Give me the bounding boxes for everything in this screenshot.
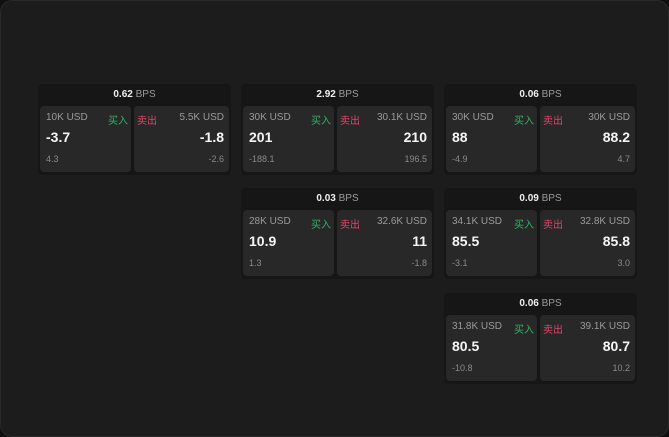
sell-panel[interactable]: 卖出 32.8K USD 85.8 3.0: [540, 210, 635, 276]
sell-change: 10.2: [612, 363, 630, 373]
quote-card: 0.03 BPS 28K USD 买入 10.9 1.3 卖出 32.6K US…: [241, 188, 434, 279]
sell-change: 196.5: [404, 154, 427, 164]
sell-change: 3.0: [617, 258, 630, 268]
spread-value: 0.03: [316, 193, 336, 204]
spread-unit: BPS: [541, 89, 562, 100]
quote-card: 0.06 BPS 30K USD 买入 88 -4.9 卖出 30K USD 8…: [444, 84, 637, 175]
buy-size: 34.1K USD: [452, 216, 503, 227]
buy-panel[interactable]: 31.8K USD 买入 80.5 -10.8: [446, 315, 537, 381]
buy-label: 买入: [514, 325, 534, 336]
buy-price: 85.5: [452, 233, 480, 249]
buy-price: 88: [452, 129, 468, 145]
buy-price: 80.5: [452, 338, 480, 354]
spread-value: 0.06: [519, 298, 539, 309]
sell-change: -2.6: [208, 154, 224, 164]
sell-price: 88.2: [602, 129, 630, 145]
buy-panel[interactable]: 28K USD 买入 10.9 1.3: [243, 210, 334, 276]
buy-label: 买入: [311, 220, 331, 231]
quote-card: 0.62 BPS 10K USD 买入 -3.7 4.3 卖出 5.5K USD…: [38, 84, 231, 175]
buy-price: 10.9: [249, 233, 277, 249]
buy-label: 买入: [108, 116, 128, 127]
buy-label: 买入: [514, 220, 534, 231]
spread-unit: BPS: [338, 89, 359, 100]
spread-header: 0.06 BPS: [444, 84, 637, 105]
buy-change: -10.8: [452, 363, 473, 373]
quote-card: 0.06 BPS 31.8K USD 买入 80.5 -10.8 卖出 39.1…: [444, 293, 637, 384]
quote-card: 2.92 BPS 30K USD 买入 201 -188.1 卖出 30.1K …: [241, 84, 434, 175]
buy-panel[interactable]: 30K USD 买入 88 -4.9: [446, 106, 537, 172]
buy-size: 10K USD: [46, 112, 88, 123]
sell-panel[interactable]: 卖出 32.6K USD 11 -1.8: [337, 210, 432, 276]
spread-header: 2.92 BPS: [241, 84, 434, 105]
sell-size: 30K USD: [588, 112, 630, 123]
buy-size: 28K USD: [249, 216, 291, 227]
buy-change: -188.1: [249, 154, 275, 164]
sell-label: 卖出: [340, 116, 360, 127]
sell-size: 30.1K USD: [376, 112, 427, 123]
buy-panel[interactable]: 10K USD 买入 -3.7 4.3: [40, 106, 131, 172]
sell-label: 卖出: [340, 220, 360, 231]
sell-price: 210: [403, 129, 427, 145]
spread-unit: BPS: [541, 193, 562, 204]
sell-price: 11: [412, 233, 427, 249]
spread-header: 0.09 BPS: [444, 188, 637, 209]
sell-label: 卖出: [543, 220, 563, 231]
sell-panel[interactable]: 卖出 30K USD 88.2 4.7: [540, 106, 635, 172]
sell-label: 卖出: [543, 116, 563, 127]
spread-header: 0.06 BPS: [444, 293, 637, 314]
spread-unit: BPS: [338, 193, 359, 204]
buy-change: 4.3: [46, 154, 59, 164]
spread-value: 0.06: [519, 89, 539, 100]
sell-change: -1.8: [411, 258, 427, 268]
sell-price: 85.8: [602, 233, 630, 249]
sell-panel[interactable]: 卖出 5.5K USD -1.8 -2.6: [134, 106, 229, 172]
buy-panel[interactable]: 34.1K USD 买入 85.5 -3.1: [446, 210, 537, 276]
buy-change: 1.3: [249, 258, 262, 268]
buy-size: 31.8K USD: [452, 321, 503, 332]
buy-panel[interactable]: 30K USD 买入 201 -188.1: [243, 106, 334, 172]
spread-unit: BPS: [135, 89, 156, 100]
sell-price: -1.8: [199, 129, 224, 145]
sell-size: 32.8K USD: [579, 216, 630, 227]
buy-label: 买入: [311, 116, 331, 127]
buy-label: 买入: [514, 116, 534, 127]
sell-label: 卖出: [543, 325, 563, 336]
spread-unit: BPS: [541, 298, 562, 309]
buy-price: 201: [249, 129, 273, 145]
buy-price: -3.7: [46, 129, 71, 145]
spread-header: 0.62 BPS: [38, 84, 231, 105]
buy-size: 30K USD: [249, 112, 291, 123]
sell-price: 80.7: [602, 338, 630, 354]
buy-change: -4.9: [452, 154, 468, 164]
buy-size: 30K USD: [452, 112, 494, 123]
sell-size: 39.1K USD: [579, 321, 630, 332]
sell-label: 卖出: [137, 116, 157, 127]
sell-change: 4.7: [617, 154, 630, 164]
sell-size: 32.6K USD: [376, 216, 427, 227]
buy-change: -3.1: [452, 258, 468, 268]
spread-value: 0.62: [113, 89, 133, 100]
spread-value: 0.09: [519, 193, 539, 204]
spread-header: 0.03 BPS: [241, 188, 434, 209]
sell-panel[interactable]: 卖出 39.1K USD 80.7 10.2: [540, 315, 635, 381]
sell-size: 5.5K USD: [179, 112, 224, 123]
sell-panel[interactable]: 卖出 30.1K USD 210 196.5: [337, 106, 432, 172]
quote-card: 0.09 BPS 34.1K USD 买入 85.5 -3.1 卖出 32.8K…: [444, 188, 637, 279]
spread-value: 2.92: [316, 89, 336, 100]
